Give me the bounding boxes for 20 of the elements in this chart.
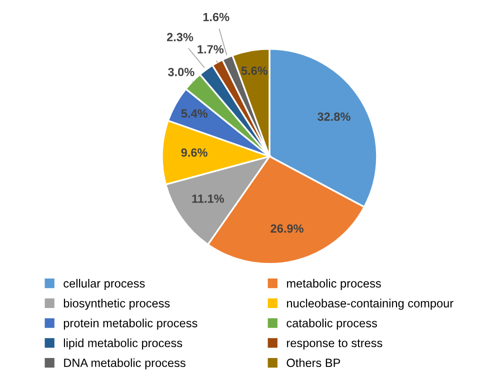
data-label: 5.4% [181, 109, 208, 118]
data-label: 5.6% [241, 66, 268, 75]
legend-label: protein metabolic process [64, 318, 198, 330]
legend-label: biosynthetic process [64, 298, 170, 310]
legend-label: nucleobase-containing compour [286, 298, 454, 310]
data-label: 3.0% [168, 68, 194, 76]
data-label: 2.3% [166, 32, 194, 42]
data-label: 9.6% [181, 148, 208, 157]
legend-label: response to stress [286, 339, 382, 350]
legend-label: metabolic process [286, 278, 381, 290]
data-label: 32.8% [318, 112, 350, 121]
data-label: 1.6% [203, 12, 230, 22]
legend-label: DNA metabolic process [64, 358, 186, 370]
legend-label: Others BP [286, 358, 340, 368]
data-label: 1.7% [198, 45, 224, 54]
legend-label: lipid metabolic process [64, 338, 182, 350]
legend-label: cellular process [64, 278, 145, 290]
data-label: 11.1% [192, 194, 224, 203]
data-label: 26.9% [270, 224, 304, 233]
legend-label: catabolic process [286, 318, 377, 330]
